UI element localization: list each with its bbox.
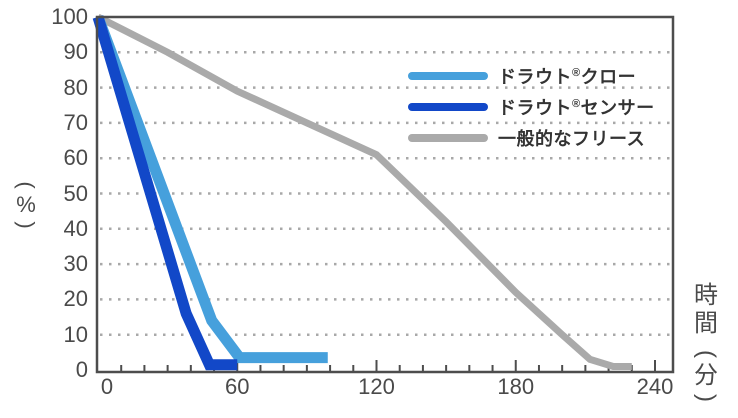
y-tick-label: 90 [63, 39, 88, 65]
x-tick-label: 0 [100, 374, 114, 399]
x-tick-label: 120 [358, 374, 395, 399]
x-tick-label: 180 [497, 374, 535, 399]
y-tick-label: 10 [63, 321, 88, 347]
x-axis-label-char-1: 時 [694, 282, 718, 309]
x-axis-label: 時 間 ( 分 ) [686, 282, 726, 406]
legend-label: ドラウト®センサー [498, 97, 655, 118]
data-series [92, 13, 632, 371]
legend-swatch [408, 133, 488, 142]
legend-label: ドラウト®クロー [498, 66, 637, 87]
legend-item-drout-claw: ドラウト®クロー [408, 60, 655, 91]
legend-item-drout-sensor: ドラウト®センサー [408, 91, 655, 122]
y-tick-label: 30 [63, 251, 88, 277]
series-line [96, 13, 632, 370]
y-tick-label: 70 [63, 109, 88, 135]
y-tick-label: 50 [63, 180, 88, 206]
paren-close: ) [693, 394, 720, 402]
legend-label: 一般的なフリース [498, 128, 646, 149]
y-tick-label: 0 [75, 357, 88, 382]
legend-swatch [408, 71, 488, 80]
x-axis-label-char-2: 間 [694, 310, 718, 337]
x-tick-label: 60 [225, 374, 250, 399]
y-tick-label: 80 [63, 74, 88, 100]
paren-close: ) [14, 221, 39, 229]
plot-frame [95, 15, 675, 374]
y-tick-label: 60 [63, 145, 88, 171]
legend: ドラウト®クロー ドラウト®センサー 一般的なフリース [408, 60, 655, 153]
y-axis-label: ( % ) [8, 178, 44, 232]
legend-item-general-fleece: 一般的なフリース [408, 122, 655, 153]
y-tick-label: 20 [63, 286, 88, 312]
line-chart [92, 13, 675, 374]
series-line [92, 15, 328, 364]
x-tick-label: 240 [636, 374, 674, 399]
paren-open: ( [14, 181, 39, 189]
x-axis-label-char-3: 分 [694, 362, 718, 389]
x-minor-ticks [120, 360, 656, 371]
y-tick-label: 100 [51, 4, 88, 29]
y-axis-label-text: % [16, 192, 36, 217]
paren-open: ( [693, 350, 720, 358]
series-line [92, 15, 238, 371]
legend-swatch [408, 102, 488, 111]
y-tick-label: 40 [63, 215, 88, 241]
